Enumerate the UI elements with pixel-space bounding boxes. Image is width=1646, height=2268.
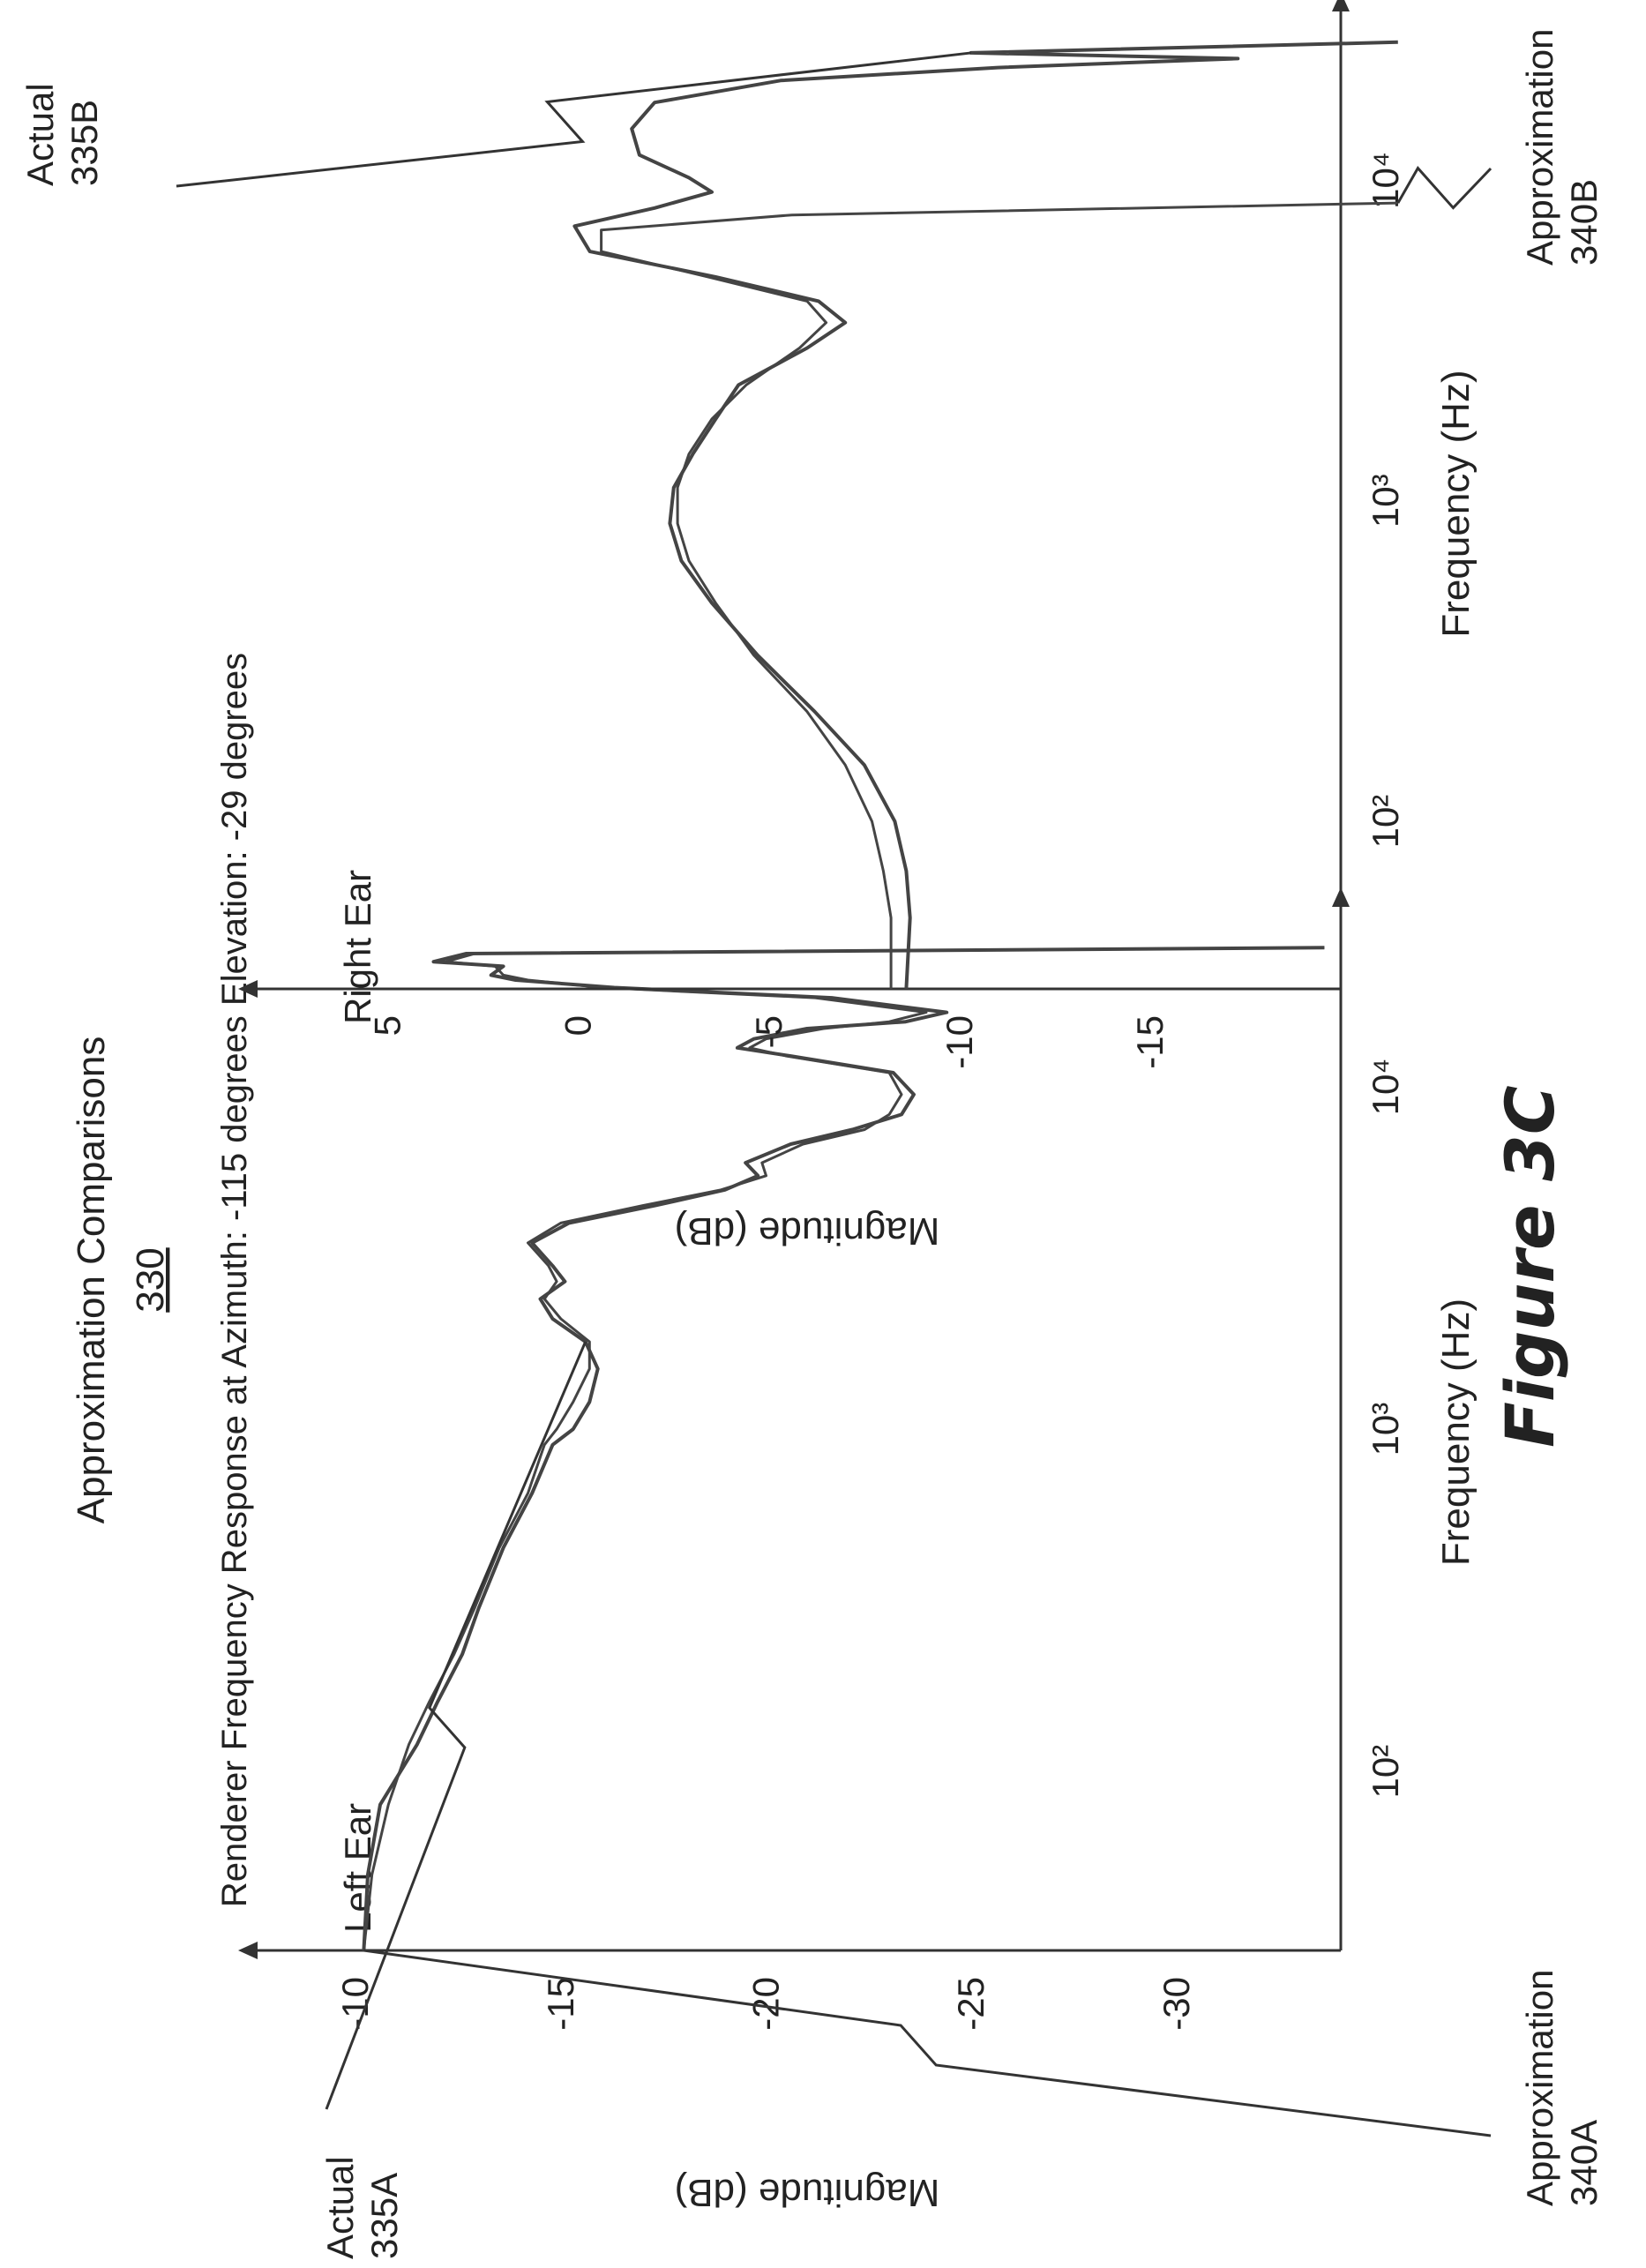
- y-tick-label: 0: [557, 1015, 599, 1036]
- series-line-approximation: [362, 946, 1325, 1951]
- callout-leader-actual: [176, 51, 971, 188]
- panel-label: Right Ear: [337, 870, 378, 1024]
- y-tick-label: 5: [367, 1015, 408, 1036]
- y-tick-label: -15: [1129, 1015, 1171, 1069]
- figure-ref-number: 330: [129, 1247, 172, 1312]
- callout-label-approximation: Approximation: [1519, 29, 1560, 266]
- y-axis-label: Magnitude (dB): [675, 2171, 940, 2214]
- chart-right-ear: 10² 10³ 10⁴ 5 0 -5 -10 -15 Frequency (Hz) Magnitu…: [19, 0, 1605, 1253]
- callout-leader-approximation: [363, 1949, 1492, 2137]
- series-line-approximation: [600, 201, 1398, 989]
- y-axis-arrow: [238, 1942, 258, 1959]
- y-tick-label: -10: [939, 1015, 980, 1069]
- x-tick-label: 10⁴: [1365, 1059, 1406, 1116]
- x-tick-label: 10²: [1365, 1745, 1406, 1799]
- callout-leader-actual: [325, 1341, 587, 2110]
- callout-label-actual: 335A: [363, 2173, 405, 2259]
- x-tick-label: 10³: [1365, 474, 1406, 528]
- y-axis-arrow: [238, 980, 258, 998]
- callout-leader-approximation: [1396, 166, 1493, 210]
- x-tick-label: 10³: [1365, 1403, 1406, 1456]
- x-axis-label: Frequency (Hz): [1434, 1299, 1478, 1566]
- x-tick-label: 10²: [1365, 795, 1406, 849]
- series-line-actual: [572, 40, 1398, 990]
- y-axis-label: Magnitude (dB): [675, 1209, 940, 1253]
- callout-label-actual: Actual: [19, 83, 61, 186]
- callout-label-approximation: Approximation: [1519, 1970, 1560, 2206]
- callout-label-actual: Actual: [319, 2156, 361, 2259]
- panel-label: Left Ear: [337, 1803, 378, 1933]
- y-tick-label: -25: [950, 1977, 991, 2031]
- callout-label-approximation: 340B: [1563, 179, 1605, 266]
- x-axis-label: Frequency (Hz): [1434, 370, 1478, 637]
- y-tick-label: -10: [334, 1977, 376, 2031]
- figure-label: Figure 3C: [1491, 1085, 1569, 1448]
- series-line-actual: [362, 946, 1325, 1951]
- figure-title: Approximation Comparisons: [70, 1037, 113, 1524]
- y-tick-label: -5: [748, 1015, 789, 1048]
- y-tick-label: -15: [540, 1977, 581, 2031]
- callout-label-approximation: 340A: [1563, 2120, 1605, 2206]
- figure-subtitle: Renderer Frequency Response at Azimuth: …: [215, 653, 254, 1907]
- y-tick-label: -30: [1156, 1977, 1197, 2031]
- x-axis-arrow: [1332, 0, 1350, 11]
- callout-label-actual: 335B: [64, 100, 105, 186]
